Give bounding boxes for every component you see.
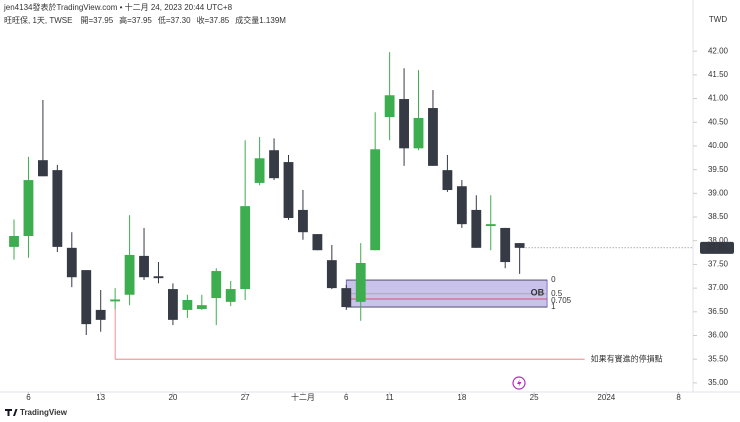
- candle-body: [283, 162, 294, 218]
- candle-body: [514, 243, 525, 248]
- candle-body: [9, 235, 19, 247]
- y-tick-label: 35.00: [708, 378, 729, 387]
- candle-body: [269, 150, 279, 179]
- last-price-tag: [700, 241, 734, 254]
- x-tick-label: 11: [385, 393, 394, 402]
- x-tick-label: 6: [26, 393, 31, 402]
- x-tick-label: 8: [676, 393, 681, 402]
- y-tick-label: 36.00: [708, 331, 729, 340]
- x-tick-label: 13: [96, 393, 105, 402]
- last-price-label: 37.85: [707, 243, 728, 252]
- candle-body: [240, 206, 251, 290]
- candle-body: [456, 186, 467, 225]
- candle-body: [500, 227, 511, 263]
- candle-body: [52, 170, 63, 247]
- candle-body: [413, 117, 424, 149]
- x-tick-label: 十二月: [291, 392, 315, 402]
- x-tick-label: 20: [168, 393, 177, 402]
- legend-field: 開=37.95: [80, 16, 113, 25]
- brand: TradingView: [20, 408, 68, 417]
- candle-body: [442, 170, 453, 191]
- candle-body: [428, 108, 438, 166]
- x-tick-label: 2024: [597, 393, 615, 402]
- candle-body: [471, 209, 482, 248]
- candle-body: [124, 254, 135, 295]
- candle-body: [312, 234, 323, 251]
- event-icon: [512, 376, 526, 390]
- candle-body: [370, 149, 381, 251]
- candle-body: [355, 263, 366, 302]
- legend-field: 低=37.30: [158, 15, 191, 25]
- header: jen4134發表於TradingView.com • 十二月 24, 2023…: [3, 2, 233, 12]
- legend-field: 成交量1.139M: [235, 15, 286, 25]
- symbol: 旺旺保, 1天, TWSE: [4, 15, 72, 25]
- legend-field: 高=37.95: [119, 15, 152, 25]
- logo-mark: [5, 409, 18, 416]
- zone-level-label: 0.5: [551, 289, 563, 298]
- y-tick-label: 39.00: [708, 188, 729, 197]
- event-circle: [512, 376, 526, 390]
- y-tick-label: 42.00: [708, 46, 729, 55]
- candle-body: [399, 99, 409, 149]
- x-tick-label: 27: [241, 393, 250, 402]
- candle-body: [384, 95, 395, 118]
- y-tick-label: 38.50: [708, 212, 729, 221]
- y-tick-label: 37.50: [708, 260, 729, 269]
- y-tick-label: 38.00: [708, 236, 729, 245]
- x-tick-label: 25: [530, 393, 539, 402]
- candle-body: [211, 271, 222, 299]
- candle-body: [254, 158, 265, 183]
- y-tick-label: 41.50: [708, 70, 729, 79]
- tradingview-logo: TradingView: [5, 408, 68, 417]
- candle-body: [326, 260, 337, 289]
- candle-body: [110, 299, 121, 302]
- y-tick-label: 40.50: [708, 117, 729, 126]
- zone-label: OB: [531, 287, 545, 297]
- zone-level-label: 1: [551, 302, 556, 311]
- candle-body: [95, 309, 106, 320]
- candle-body: [66, 247, 77, 278]
- candle-body: [485, 224, 496, 227]
- y-tick-label: 39.50: [708, 165, 729, 174]
- x-tick-label: 6: [344, 393, 349, 402]
- candle-body: [139, 255, 149, 278]
- candle-body: [298, 209, 308, 233]
- currency: TWD: [709, 15, 727, 24]
- zone-level-label: 0.705: [551, 296, 572, 305]
- candle-body: [23, 180, 34, 236]
- candle-body: [168, 289, 178, 320]
- candle-body: [225, 289, 236, 302]
- event-bolt: [517, 379, 522, 387]
- y-tick-label: 40.00: [708, 141, 729, 150]
- candle-body: [196, 305, 207, 309]
- legend-field: 收=37.85: [197, 15, 230, 25]
- y-tick-label: 37.00: [708, 283, 729, 292]
- candle-body: [341, 288, 352, 308]
- stop-line-label: 如果有實進的停損點: [591, 353, 663, 363]
- candle-body: [153, 276, 164, 279]
- candle-body: [81, 270, 92, 325]
- y-tick-label: 41.00: [708, 94, 729, 103]
- y-tick-label: 36.50: [708, 307, 729, 316]
- candle-body: [37, 160, 48, 177]
- zone-level-label: 0: [551, 275, 556, 284]
- x-tick-label: 18: [457, 393, 466, 402]
- candle-body: [182, 299, 193, 310]
- y-tick-label: 35.50: [708, 354, 729, 363]
